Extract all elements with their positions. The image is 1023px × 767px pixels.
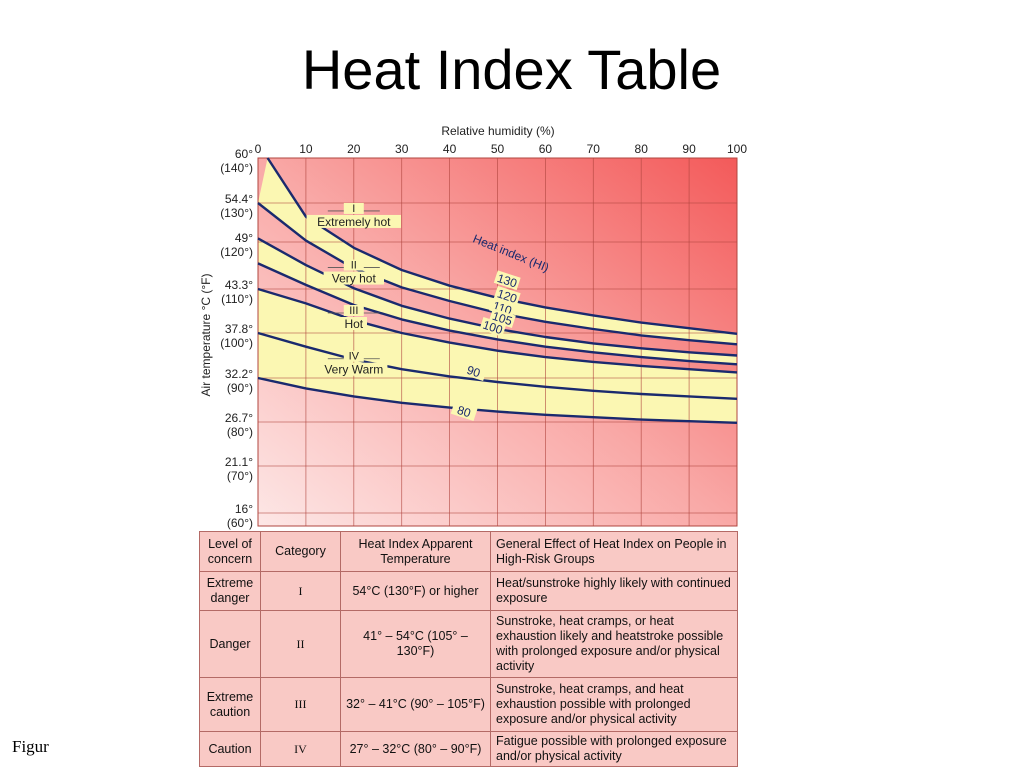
curve-label-bg <box>460 361 488 381</box>
hi-curve-80 <box>257 376 738 424</box>
band-text-bg <box>320 362 388 376</box>
x-tick-label: 0 <box>255 142 262 156</box>
x-tick-label: 80 <box>635 142 649 156</box>
table-header-row: Level of concern Category Heat Index Appar… <box>199 531 738 572</box>
y-tick-label-f: (70°) <box>227 469 253 483</box>
band-numeral: III <box>349 305 358 317</box>
band-numeral-bg <box>343 202 364 214</box>
curve-label-130: 130 <box>495 271 519 291</box>
y-tick-label-f: (80°) <box>227 425 253 439</box>
curve-label-bg <box>479 317 507 337</box>
curve-label-bg <box>489 297 516 318</box>
table-cell: 41° – 54°C (105° – 130°F) <box>340 610 491 678</box>
y-tick-label-c: 16° <box>235 502 253 516</box>
curve-label-80: 80 <box>455 403 472 421</box>
band-numeral-bg <box>343 350 364 362</box>
table-cell: IV <box>260 731 341 767</box>
table-cell: 27° – 32°C (80° – 90°F) <box>340 731 491 767</box>
table-body: Extreme danger I 54°C (130°F) or higher Hea… <box>199 571 738 767</box>
x-tick-label: 30 <box>395 142 409 156</box>
band-numeral-bg <box>343 305 364 316</box>
hi-curve-90 <box>257 331 738 400</box>
page-title: Heat Index Table <box>301 38 722 101</box>
table-cell: Sunstroke, heat cramps, or heat exhausti… <box>490 610 738 678</box>
top-axis-label: Relative humidity (%) <box>441 124 554 138</box>
table-cell: Sunstroke, heat cramps, and heat exhaust… <box>490 677 738 732</box>
table-cell: Heat/sunstroke highly likely with contin… <box>490 571 738 611</box>
band-numeral: II <box>351 260 357 272</box>
y-tick-label-c: 54.4° <box>225 192 253 206</box>
y-tick-label-c: 21.1° <box>225 455 253 469</box>
curve-label-bg <box>450 401 478 422</box>
table-cell: 54°C (130°F) or higher <box>340 571 491 611</box>
table-cell: II <box>260 610 341 678</box>
y-tick-label-c: 43.3° <box>225 278 253 292</box>
band-numeral-bg <box>343 259 364 271</box>
x-tick-label: 50 <box>491 142 505 156</box>
y-tick-label-f: (120°) <box>220 245 253 259</box>
curve-label-bg <box>489 308 516 329</box>
x-tick-label: 90 <box>682 142 696 156</box>
table-cell: III <box>260 677 341 732</box>
plot-frame <box>257 157 738 527</box>
table-header-cell: Level of concern <box>199 531 261 572</box>
x-tick-label: 70 <box>587 142 601 156</box>
y-tick-label-c: 32.2° <box>225 367 253 381</box>
table-header-cell: Category <box>260 531 341 572</box>
curve-label-100: 100 <box>481 318 505 338</box>
x-tick-label: 40 <box>443 142 457 156</box>
band-label-text: Very hot <box>332 272 377 286</box>
band-label-text: Very Warm <box>324 363 383 377</box>
table-row: Extreme danger I 54°C (130°F) or higher Hea… <box>199 571 738 611</box>
hi-curve-105 <box>257 262 738 366</box>
table-row: Caution IV 27° – 32°C (80° – 90°F) Fatigue … <box>199 731 738 767</box>
y-tick-label-f: (60°) <box>227 516 253 530</box>
x-tick-label: 10 <box>299 142 313 156</box>
band-text-bg <box>340 317 367 330</box>
y-tick-label-f: (130°) <box>220 206 253 220</box>
table-cell: 32° – 41°C (90° – 105°F) <box>340 677 491 732</box>
band-fill-100-90 <box>258 289 737 399</box>
table-row: Danger II 41° – 54°C (105° – 130°F) Sunstro… <box>199 610 738 678</box>
y-tick-label-f: (100°) <box>220 336 253 350</box>
band-numeral: I <box>352 203 355 215</box>
curve-label-bg <box>493 285 521 306</box>
x-tick-label: 20 <box>347 142 361 156</box>
y-tick-label-c: 60° <box>235 147 253 161</box>
hi-curve-100 <box>257 287 738 374</box>
table-cell: Extreme caution <box>199 677 261 732</box>
curve-label-bg <box>493 270 521 291</box>
y-axis-label: Air temperature °C (°F) <box>199 274 213 397</box>
table-header-cell: General Effect of Heat Index on People i… <box>490 531 738 572</box>
x-tick-label: 60 <box>539 142 553 156</box>
band-numeral: IV <box>349 351 360 363</box>
x-tick-label: 100 <box>727 142 747 156</box>
table-cell: Extreme danger <box>199 571 261 611</box>
band-fill-90-80 <box>258 333 737 423</box>
table-cell: Fatigue possible with prolonged exposure… <box>490 731 738 767</box>
table-row: Extreme caution III 32° – 41°C (90° – 105°… <box>199 677 738 732</box>
table-cell: Caution <box>199 731 261 767</box>
band-text-bg <box>323 271 384 285</box>
table-cell: I <box>260 571 341 611</box>
y-tick-label-c: 37.8° <box>225 322 253 336</box>
curve-label-90: 90 <box>465 363 482 381</box>
y-tick-label-c: 49° <box>235 231 253 245</box>
table-header-cell: Heat Index Apparent Temperature <box>340 531 491 572</box>
y-tick-label-f: (110°) <box>221 292 253 306</box>
y-tick-label-f: (140°) <box>220 161 253 175</box>
heat-index-table: Level of concern Category Heat Index Appar… <box>199 531 738 767</box>
y-tick-label-c: 26.7° <box>225 411 253 425</box>
table-cell: Danger <box>199 610 261 678</box>
band-text-bg <box>306 214 401 228</box>
band-label-text: Extremely hot <box>317 215 391 229</box>
tick-layer: 0 10 20 30 40 50 60 70 80 90 100 60°(140°) 54.4°(130… <box>220 142 747 530</box>
footer-label: Figure <box>12 737 49 756</box>
y-tick-label-f: (90°) <box>227 381 253 395</box>
band-label-text: Hot <box>344 317 363 331</box>
